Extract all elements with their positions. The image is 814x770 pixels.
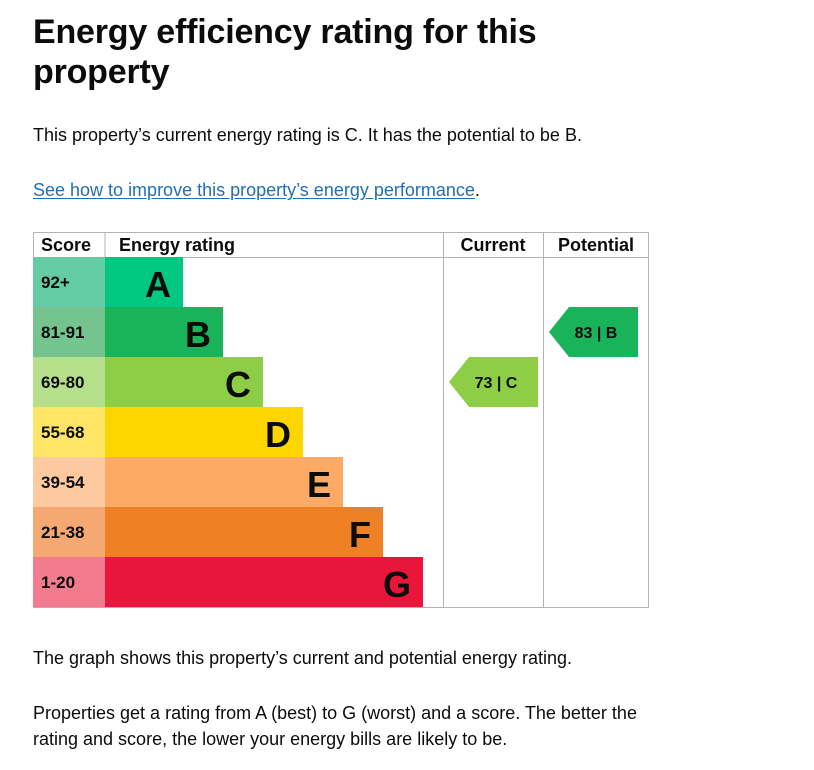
energy-rating-chart: Score Energy rating Current Potential 92+ A 81… bbox=[33, 232, 649, 614]
score-label-g: 1-20 bbox=[41, 573, 75, 592]
rating-summary: This property’s current energy rating is… bbox=[33, 125, 582, 145]
score-label-b: 81-91 bbox=[41, 323, 84, 342]
current-rating-label: 73 | C bbox=[475, 375, 518, 392]
band-bar-d bbox=[105, 407, 303, 457]
band-bar-e bbox=[105, 457, 343, 507]
header-current: Current bbox=[460, 235, 525, 255]
band-bar-g bbox=[105, 557, 423, 607]
page-title: Energy efficiency rating for this proper… bbox=[33, 13, 537, 91]
score-label-e: 39-54 bbox=[41, 473, 85, 492]
band-bar-a bbox=[105, 257, 183, 307]
score-cell-c bbox=[33, 357, 105, 407]
improve-link-paragraph: See how to improve this property’s energ… bbox=[33, 177, 480, 203]
header-score: Score bbox=[41, 235, 91, 255]
improve-energy-link[interactable]: See how to improve this property’s energ… bbox=[33, 180, 475, 200]
score-label-c: 69-80 bbox=[41, 373, 84, 392]
band-letter-c: C bbox=[225, 364, 251, 405]
potential-rating-label: 83 | B bbox=[575, 325, 618, 342]
band-bar-f bbox=[105, 507, 383, 557]
band-letter-f: F bbox=[349, 514, 371, 555]
link-suffix: . bbox=[474, 180, 480, 200]
page-content: Energy efficiency rating for this proper… bbox=[33, 12, 793, 749]
header-energy-rating: Energy rating bbox=[119, 235, 235, 255]
band-letter-e: E bbox=[307, 464, 331, 505]
band-bar-b bbox=[105, 307, 223, 357]
score-cell-b bbox=[33, 307, 105, 357]
band-letter-b: B bbox=[185, 314, 211, 355]
score-cell-g bbox=[33, 557, 105, 607]
band-letter-g: G bbox=[383, 564, 411, 605]
rating-explanation: Properties get a rating from A (best) to… bbox=[33, 703, 637, 749]
energy-rating-chart-svg: Score Energy rating Current Potential 92+ A 81… bbox=[33, 232, 649, 608]
potential-rating-arrow bbox=[549, 307, 638, 357]
score-cell-d bbox=[33, 407, 105, 457]
score-cell-f bbox=[33, 507, 105, 557]
current-rating-arrow bbox=[449, 357, 538, 407]
band-letter-a: A bbox=[145, 264, 171, 305]
score-label-d: 55-68 bbox=[41, 423, 84, 442]
score-cell-e bbox=[33, 457, 105, 507]
band-bar-c bbox=[105, 357, 263, 407]
graph-description: The graph shows this property’s current … bbox=[33, 648, 572, 668]
band-letter-d: D bbox=[265, 414, 291, 455]
score-label-f: 21-38 bbox=[41, 523, 84, 542]
header-potential: Potential bbox=[558, 235, 634, 255]
score-label-a: 92+ bbox=[41, 273, 70, 292]
score-cell-a bbox=[33, 257, 105, 307]
